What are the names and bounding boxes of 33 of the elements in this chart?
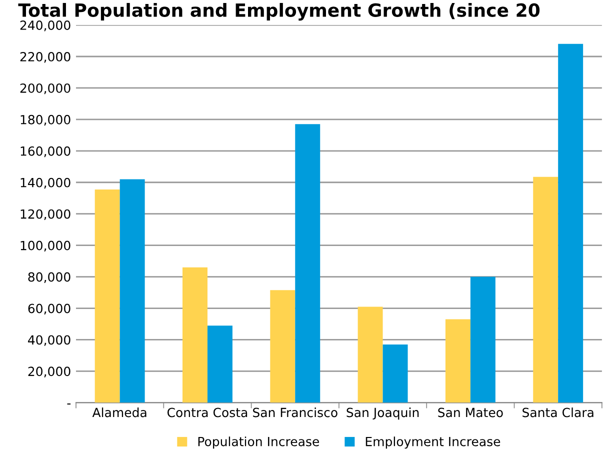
bar (445, 319, 470, 403)
x-tick-label: Santa Clara (522, 408, 594, 418)
y-tick-label: 140,000 (20, 178, 70, 189)
legend-label: Population Increase (198, 436, 320, 449)
x-tick-label: Alameda (92, 408, 146, 418)
x-tick-label: San Joaquin (346, 408, 419, 420)
y-tick-label: 60,000 (28, 304, 70, 314)
y-tick-label: 40,000 (28, 335, 70, 346)
y-tick-label: 200,000 (20, 83, 70, 94)
x-tick-label: Contra Costa (167, 408, 248, 418)
y-tick-label: 180,000 (20, 114, 70, 126)
chart-title: Total Population and Employment Growth (since 20 (18, 2, 540, 21)
bar (207, 326, 232, 403)
y-tick-label: 120,000 (20, 209, 70, 220)
bar (533, 176, 558, 403)
bar (94, 189, 120, 403)
legend-label: Employment Increase (366, 436, 500, 449)
bar (358, 306, 383, 403)
y-tick-label: 160,000 (20, 146, 70, 158)
x-tick-label: San Francisco (253, 408, 338, 418)
x-tick-label: San Mateo (438, 408, 503, 418)
bar (470, 276, 496, 403)
y-tick-label: 220,000 (20, 52, 70, 63)
y-tick-label: 80,000 (28, 272, 70, 283)
bar (382, 344, 408, 403)
bar (295, 124, 320, 403)
y-tick-label: 20,000 (28, 366, 70, 378)
bar (120, 179, 145, 403)
bar (558, 44, 584, 403)
y-tick-label: 240,000 (20, 20, 70, 32)
bar (182, 267, 208, 403)
y-tick-label: 100,000 (20, 240, 70, 252)
bar (270, 290, 296, 403)
